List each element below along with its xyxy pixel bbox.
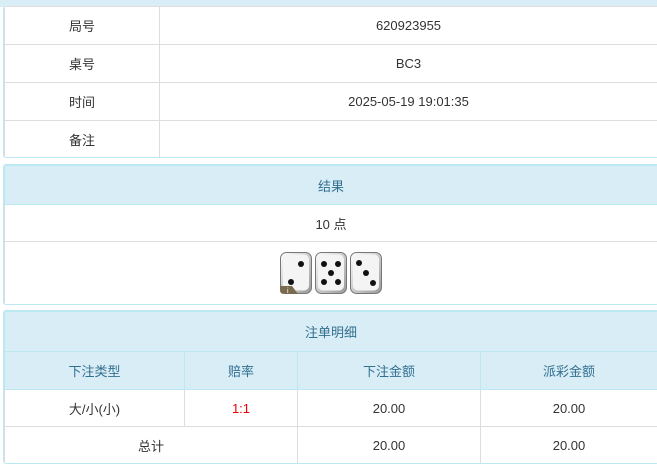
label: 备注 (4, 120, 160, 157)
result-points: 10 点 (4, 204, 657, 242)
label: 局号 (4, 6, 160, 45)
bets-header-row: 下注类型 赔率 下注金额 派彩金额 (4, 351, 657, 390)
table-row: 大/小(小) 1:1 20.00 20.00 (4, 389, 657, 427)
col-odds: 赔率 (184, 351, 298, 390)
label: 桌号 (4, 44, 160, 83)
info-icon (280, 286, 298, 294)
bet-type: 大/小(小) (4, 389, 185, 427)
remark-value (159, 120, 657, 157)
result-panel: 结果 10 点 i (3, 164, 657, 305)
total-amount: 20.00 (297, 426, 481, 463)
die-5 (315, 252, 347, 294)
die-3 (350, 252, 382, 294)
bets-title: 注单明细 (4, 311, 657, 352)
table-number: BC3 (159, 44, 657, 83)
result-title: 结果 (4, 165, 657, 205)
odds: 1:1 (184, 389, 298, 427)
info-row-remark: 备注 (4, 120, 657, 157)
total-payout: 20.00 (480, 426, 657, 463)
top-strip (0, 0, 657, 7)
payout-amount: 20.00 (480, 389, 657, 427)
round-number: 620923955 (159, 6, 657, 45)
bet-amount: 20.00 (297, 389, 481, 427)
col-bet-type: 下注类型 (4, 351, 185, 390)
info-row-table: 桌号 BC3 (4, 44, 657, 83)
col-amount: 下注金额 (297, 351, 481, 390)
info-panel: 局号 620923955 桌号 BC3 时间 2025-05-19 19:01:35 … (3, 6, 657, 158)
bets-panel: 注单明细 下注类型 赔率 下注金额 派彩金额 大/小(小) 1:1 20.00 … (3, 310, 657, 464)
total-label: 总计 (4, 426, 298, 463)
total-row: 总计 20.00 20.00 (4, 426, 657, 463)
svg-text:i: i (287, 288, 289, 294)
time-value: 2025-05-19 19:01:35 (159, 82, 657, 121)
info-row-round: 局号 620923955 (4, 6, 657, 45)
dice-group: i (280, 252, 382, 294)
die-2: i (280, 252, 312, 294)
label: 时间 (4, 82, 160, 121)
info-row-time: 时间 2025-05-19 19:01:35 (4, 82, 657, 121)
col-payout: 派彩金额 (480, 351, 657, 390)
